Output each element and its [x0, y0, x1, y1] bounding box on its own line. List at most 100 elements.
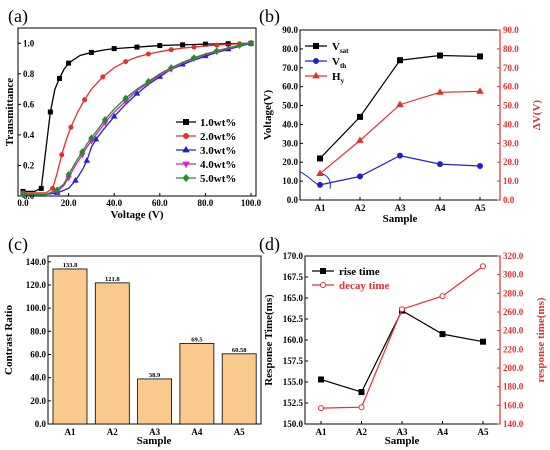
panel-c-ytick-label-1: 20.0	[30, 396, 46, 406]
panel-d-label: (d)	[259, 234, 280, 255]
panel-c-ytick-label-2: 40.0	[30, 373, 46, 383]
panel-b-xtick-label-2: A3	[395, 203, 406, 213]
panel-d: (d) Response Time(ms) response time(ms) …	[259, 234, 547, 447]
panel-d-line-0	[320, 309, 484, 393]
panel-a-label: (a)	[8, 6, 28, 27]
panel-a-point-2-12	[133, 90, 141, 96]
panel-d-right-ytick-label-4: 220.0	[503, 344, 524, 354]
panel-c-xtick-label-3: A4	[191, 427, 202, 437]
panel-d-legend-label-1: decay time	[339, 280, 390, 292]
panel-a-point-4-12	[122, 94, 129, 102]
panel-a-point-4-0	[19, 190, 27, 199]
panel-d-right-ytick-label-2: 180.0	[503, 382, 524, 392]
panel-d-xtick-label-4: A5	[478, 427, 489, 437]
panel-b-left-ytick-label-6: 60.0	[282, 82, 298, 92]
panel-b-arrow-right	[321, 173, 331, 189]
panel-b-point-2-0	[316, 169, 324, 176]
panel-a-ytick-label-1: 0.2	[23, 160, 35, 170]
panel-c-bars: 133.8 121.8 38.9 69.5 60.58	[52, 262, 257, 425]
panel-c-xlabel: Sample	[137, 435, 172, 447]
panel-d-right-ytick-label-5: 240.0	[503, 326, 524, 336]
panel-a-point-1-20	[214, 42, 220, 48]
panel-b-right-ytick-label-1: 10.0	[503, 176, 519, 186]
panel-d-xtick-label-2: A3	[397, 427, 408, 437]
panel-d-point-1-1	[358, 404, 365, 411]
panel-a-legend-label-0: 1.0wt%	[200, 117, 236, 129]
panel-a-legend-marker-1	[183, 133, 189, 139]
panel-a-point-2-4	[72, 177, 79, 183]
panel-a-point-4-14	[145, 77, 152, 86]
panel-b-point-2-4	[476, 87, 484, 94]
panel-c-bar-2	[137, 378, 173, 425]
panel-a-point-1-8	[82, 97, 88, 103]
panel-c-bar-label-3: 69.5	[191, 336, 203, 343]
panel-c-bar-4	[221, 353, 257, 425]
panel-c-ytick-label-6: 120.0	[26, 280, 47, 290]
panel-d-point-1-0	[318, 405, 324, 412]
panel-c-ytick-label-3: 60.0	[30, 349, 46, 359]
panel-a-line-1	[23, 42, 252, 194]
panel-a-point-1-2	[50, 185, 56, 191]
panel-a-legend-marker-3	[182, 161, 190, 169]
panel-d-ticks: 150.0 152.5 155.0 157.5 160.0 162.5 165.0 167.5…	[283, 251, 524, 437]
panel-a-point-2-6	[83, 157, 91, 163]
panel-d-point-0-0	[318, 376, 324, 383]
panel-d-right-ytick-label-0: 140.0	[503, 419, 524, 429]
panel-b-left-ytick-label-4: 40.0	[282, 119, 298, 129]
panel-c-ytick-label-7: 140.0	[26, 257, 47, 267]
panel-b-xtick-label-4: A5	[475, 203, 486, 213]
panel-d-legend-marker-1	[320, 282, 326, 288]
panel-a-xtick-label-4: 80.0	[198, 198, 214, 208]
panel-a-point-4-8	[88, 134, 95, 142]
panel-a-legend-marker-2	[182, 145, 190, 153]
panel-c-ytick-label-5: 100.0	[26, 303, 47, 313]
panel-b-point-1-4	[477, 163, 483, 169]
panel-a-ticks: 0.0 20.0 40.0 60.0 80.0 100.0 0.0 0.2 0.4 0.6 0.8 1…	[17, 38, 261, 208]
panel-b-right-ytick-label-0: 0.0	[503, 195, 515, 205]
panel-a-point-4-6	[79, 148, 86, 156]
panel-b-point-2-2	[396, 100, 404, 108]
panel-a-point-4-20	[213, 47, 220, 55]
panel-d-right-ytick-label-3: 200.0	[503, 363, 524, 373]
panel-c-xtick-label-4: A5	[234, 427, 245, 437]
panel-b-legend-label-1: Vth	[332, 56, 346, 70]
panel-c-ticks: 0.0 20.0 40.0 60.0 80.0 100.0 120.0 140.0 A1 A2 A3…	[26, 257, 245, 437]
panel-b-left-ytick-label-2: 20.0	[282, 157, 298, 167]
panel-b-line-1	[319, 154, 481, 186]
panel-b-right-ytick-label-6: 60.0	[503, 82, 519, 92]
panel-a-point-0-6	[56, 75, 62, 81]
panel-c-bar-1	[94, 282, 130, 425]
panel-b-legend-marker-0	[313, 43, 319, 49]
panel-b-legend-marker-1	[313, 58, 319, 64]
panel-d-right-ytick-label-7: 280.0	[503, 288, 524, 298]
panel-a-point-1-18	[191, 44, 197, 50]
panel-b-xtick-label-0: A1	[315, 203, 326, 213]
panel-b-left-ytick-label-9: 90.0	[282, 25, 298, 35]
panel-a-ytick-label-0: 0.0	[23, 191, 35, 201]
panel-a-point-1-6	[68, 124, 74, 130]
panel-b-point-0-1	[357, 113, 363, 120]
panel-b-right-ytick-label-4: 40.0	[503, 119, 519, 129]
panel-b: (b) Voltage(V) ΔV(V) Sample 0.0 10.0 20.0 3…	[259, 6, 543, 225]
panel-d-left-ytick-label-4: 160.0	[283, 335, 304, 345]
panel-c-label: (c)	[8, 234, 28, 255]
panel-b-point-1-3	[437, 161, 443, 168]
panel-b-arrow-left	[299, 171, 319, 186]
panel-a-xtick-label-1: 20.0	[61, 198, 77, 208]
panel-b-right-ytick-label-7: 70.0	[503, 63, 519, 73]
panel-d-right-ytick-label-9: 320.0	[503, 251, 524, 261]
panel-c-xtick-label-2: A3	[149, 427, 160, 437]
panel-a-point-1-10	[100, 74, 106, 80]
panel-d-ylabel-right: response time(ms)	[535, 297, 547, 382]
panel-b-left-ytick-label-8: 80.0	[282, 44, 298, 54]
panel-b-legend-subscript-2: y	[341, 77, 345, 85]
panel-d-left-ytick-label-8: 170.0	[283, 251, 304, 261]
panel-a-legend-marker-0	[183, 119, 189, 125]
panel-a-point-1-12	[123, 59, 129, 65]
panel-a-point-0-18	[180, 42, 186, 48]
panel-d-legend: rise time decay time	[312, 266, 390, 292]
panel-c-bar-label-0: 133.8	[63, 262, 78, 269]
panel-b-right-ytick-label-3: 30.0	[503, 138, 519, 148]
panel-b-legend-subscript-0: sat	[340, 47, 349, 55]
